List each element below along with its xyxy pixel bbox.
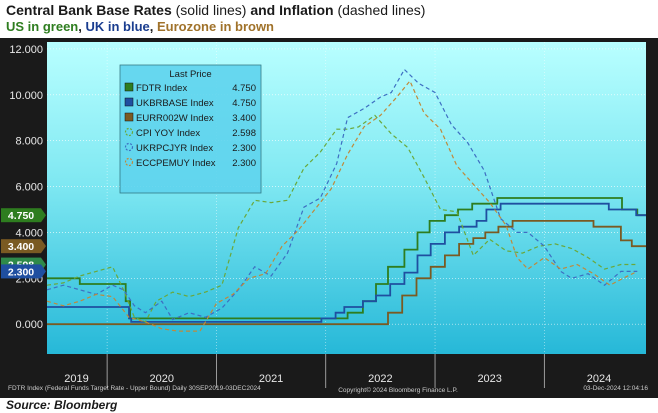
y-tick-label: 10.000 (9, 90, 43, 102)
x-tick-label: 2020 (150, 373, 174, 385)
legend-swatch (124, 97, 134, 107)
x-tick-label: 2019 (64, 373, 88, 385)
subtitle-us: US in green (6, 19, 79, 34)
x-tick-label: 2023 (477, 373, 501, 385)
subtitle-sep-2: , (149, 19, 157, 34)
legend-value: 4.750 (232, 98, 256, 109)
title-part-1: (solid lines) (171, 2, 251, 18)
title-bold-1: Central Bank Base Rates (6, 2, 172, 18)
last-value-tag-pointer (41, 239, 46, 254)
last-value-tag-pointer (41, 264, 46, 279)
x-tick-label: 2022 (368, 373, 392, 385)
legend-value: 2.300 (232, 158, 256, 169)
legend-label: FDTR Index (136, 83, 187, 94)
chart-frame: 0.000 2.000 4.000 6.000 8.000 10.000 12.000 201… (0, 38, 658, 398)
legend-value: 2.300 (232, 143, 256, 154)
legend-title: Last Price (169, 69, 211, 80)
series-line-eurr002w-index (47, 220, 646, 326)
footer-description: FDTR Index (Federal Funds Target Rate - … (8, 385, 261, 392)
legend-swatch (124, 142, 134, 152)
last-value-label: 4.750 (8, 210, 34, 222)
subtitle-uk: UK in blue (85, 19, 150, 34)
copyright-text: Copyright© 2024 Bloomberg Finance L.P. (338, 386, 458, 394)
legend-label: UKBRBASE Index (136, 98, 214, 109)
last-value-tag-pointer (41, 208, 46, 223)
legend-swatch (124, 112, 134, 122)
title-bold-2: and Inflation (250, 2, 334, 18)
subtitle-sep-1: , (78, 19, 86, 34)
last-value-label: 2.300 (8, 266, 34, 278)
y-tick-label: 8.000 (15, 136, 43, 148)
legend-box (119, 64, 262, 194)
chart-subtitle: US in green, UK in blue, Eurozone in bro… (6, 19, 274, 34)
last-value-tag (1, 264, 41, 279)
last-value-label: 3.400 (8, 241, 34, 253)
series-line-eccpemuy-index (46, 79, 638, 332)
legend-value: 3.400 (232, 113, 256, 124)
y-tick-label: 12.000 (9, 44, 43, 56)
legend-value: 2.598 (232, 128, 256, 139)
legend-label: UKRPCJYR Index (136, 143, 213, 154)
legend-label: ECCPEMUY Index (136, 158, 216, 169)
series-line-ukbrbase-index (47, 202, 646, 323)
line-chart: 0.0002.0004.0006.0008.00010.00012.000201… (1, 42, 646, 394)
y-tick-label: 4.000 (15, 227, 43, 239)
legend-value: 4.750 (232, 83, 256, 94)
legend-swatch (124, 82, 134, 92)
last-value-tag (1, 208, 41, 223)
series-line-ukrpcjyr-index (46, 68, 638, 321)
legend-label: EURR002W Index (136, 113, 214, 124)
series-line-cpi-yoy-index (46, 114, 638, 323)
subtitle-ez: Eurozone in brown (157, 19, 274, 34)
footer-timestamp: 03-Dec-2024 12:04:16 (583, 385, 648, 392)
y-tick-label: 0.000 (15, 319, 43, 331)
x-tick-label: 2024 (587, 373, 611, 385)
last-value-tag (1, 239, 41, 254)
legend-swatch (124, 157, 134, 167)
title-part-2: (dashed lines) (333, 2, 426, 18)
legend-label: CPI YOY Index (136, 128, 200, 139)
legend-swatch (124, 127, 134, 137)
x-tick-label: 2021 (259, 373, 283, 385)
chart-title: Central Bank Base Rates (solid lines) an… (6, 2, 425, 18)
y-tick-label: 6.000 (15, 182, 43, 194)
source-note: Source: Bloomberg (6, 398, 118, 412)
